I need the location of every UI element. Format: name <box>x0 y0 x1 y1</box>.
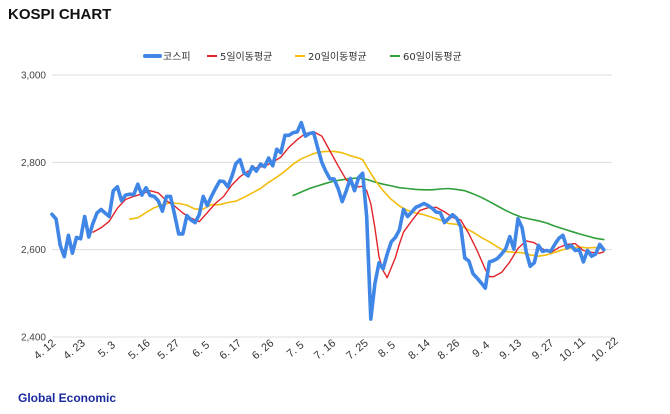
series-layer <box>50 120 606 321</box>
x-tick-label: 7. 16 <box>312 337 338 362</box>
ma20-line <box>128 150 605 258</box>
chart-title: KOSPI CHART <box>8 6 112 23</box>
x-tick-label: 9. 13 <box>498 337 524 362</box>
x-tick-label: 6. 5 <box>190 339 212 360</box>
x-tick-label: 6. 26 <box>250 337 276 362</box>
x-tick-label: 6. 17 <box>218 337 244 362</box>
legend-item-ma5: 5일이동평균 <box>207 51 272 63</box>
x-tick-label: 8. 5 <box>376 339 398 360</box>
y-tick-label: 3,000 <box>21 71 46 82</box>
legend-label-ma5: 5일이동평균 <box>220 51 272 63</box>
x-tick-label: 8. 14 <box>406 337 432 362</box>
x-tick-label: 10. 11 <box>557 336 588 364</box>
y-tick-label: 2,600 <box>21 245 46 256</box>
x-tick-label: 4. 23 <box>61 337 87 362</box>
x-tick-label: 10. 22 <box>589 335 620 364</box>
brand-footer: Global Economic <box>18 391 117 405</box>
y-tick-label: 2,400 <box>21 333 46 344</box>
kospi-line <box>50 120 606 321</box>
legend-item-kospi: 코스피 <box>143 51 191 63</box>
y-axis-tick-labels: 2,400 2,600 2,800 3,000 <box>21 71 46 344</box>
legend-label-ma60: 60일이동평균 <box>403 51 462 63</box>
x-tick-label: 9. 27 <box>530 337 556 362</box>
y-tick-label: 2,800 <box>21 158 46 169</box>
legend: 코스피 5일이동평균 20일이동평균 60일이동평균 <box>143 51 462 63</box>
x-tick-label: 9. 4 <box>470 339 492 360</box>
x-axis-tick-labels: 4. 12 4. 23 5. 3 5. 16 5. 27 6. 5 6. 17 6. 26 7.… <box>32 335 621 364</box>
legend-label-kospi: 코스피 <box>163 51 191 63</box>
x-tick-label: 8. 26 <box>436 337 462 362</box>
x-tick-label: 5. 3 <box>96 339 118 360</box>
x-tick-label: 5. 27 <box>156 337 182 362</box>
legend-label-ma20: 20일이동평균 <box>308 51 367 63</box>
legend-item-ma20: 20일이동평균 <box>295 51 367 63</box>
x-tick-label: 5. 16 <box>126 337 152 362</box>
gridlines <box>52 74 612 338</box>
x-tick-label: 7. 5 <box>285 339 307 360</box>
ma60-line <box>292 177 605 241</box>
x-tick-label: 7. 25 <box>344 337 370 362</box>
legend-item-ma60: 60일이동평균 <box>390 51 462 63</box>
